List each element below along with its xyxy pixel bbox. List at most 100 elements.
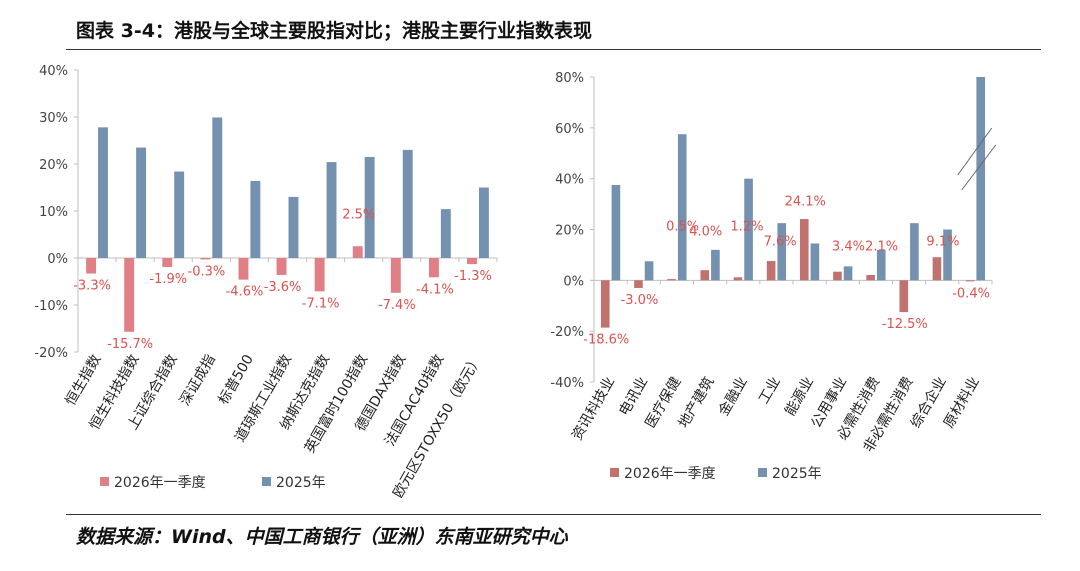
bar-2026q1 — [600, 280, 610, 328]
y-tick-label: 40% — [39, 64, 68, 79]
category-label: 工业 — [756, 374, 784, 406]
bar-2026q1 — [428, 258, 439, 278]
data-label: 9.1% — [926, 234, 959, 249]
bar-2026q1 — [833, 271, 842, 281]
bar-2026q1 — [700, 270, 710, 281]
y-tick-label: 20% — [39, 158, 68, 173]
bar-2025 — [478, 187, 489, 258]
y-tick-label: 10% — [39, 205, 68, 220]
bar-2026q1 — [766, 261, 776, 281]
bar-2025 — [711, 249, 720, 281]
bar-2026q1 — [932, 257, 942, 281]
figure-title: 图表 3-4：港股与全球主要股指对比；港股主要行业指数表现 — [76, 20, 592, 42]
data-label: 0.5% — [666, 219, 699, 234]
legend-label: 2026年一季度 — [114, 475, 206, 491]
data-label: -4.1% — [416, 282, 454, 297]
bar-2026q1 — [866, 274, 875, 281]
bar-2025 — [440, 209, 451, 258]
bar-2026q1 — [86, 258, 97, 274]
data-label: -3.6% — [264, 280, 302, 295]
bar-2026q1 — [965, 280, 975, 282]
data-label: -1.3% — [454, 269, 492, 284]
bar-2026q1 — [799, 219, 809, 281]
legend-label: 2026年一季度 — [624, 466, 716, 482]
data-label: 2.5% — [342, 207, 375, 222]
data-label: -7.1% — [302, 296, 340, 311]
data-label: -0.4% — [952, 286, 990, 301]
y-tick-label: -20% — [550, 325, 584, 340]
data-label: -3.0% — [621, 293, 659, 308]
bar-2026q1 — [238, 258, 249, 280]
axis-break-mark — [961, 144, 997, 191]
legend-label: 2025年 — [772, 466, 822, 482]
data-label: -3.3% — [73, 279, 111, 294]
data-label: -15.7% — [107, 337, 153, 352]
axis-break-mark — [957, 127, 993, 176]
category-label: 恒生指数 — [63, 352, 105, 408]
y-tick-label: 30% — [39, 111, 68, 126]
category-label: 电讯业 — [616, 374, 651, 418]
legend-swatch — [100, 477, 109, 486]
data-label: 24.1% — [785, 194, 826, 209]
data-label: -12.5% — [882, 317, 928, 332]
data-label: -7.4% — [378, 298, 416, 313]
data-label: 4.0% — [689, 224, 722, 239]
y-tick-label: -20% — [34, 346, 68, 361]
bar-2026q1 — [162, 258, 173, 267]
bar-2026q1 — [352, 246, 363, 258]
legend-swatch — [262, 477, 271, 486]
legend-swatch — [758, 468, 767, 477]
category-label: 能源业 — [782, 374, 817, 418]
y-tick-label: 0% — [563, 274, 584, 289]
category-label: 深证成指 — [177, 352, 219, 408]
bar-2025 — [364, 156, 375, 258]
bar-2026q1 — [390, 258, 401, 293]
bar-2025 — [976, 77, 986, 281]
bar-2025 — [876, 249, 886, 281]
y-tick-label: -10% — [34, 299, 68, 314]
bar-2025 — [943, 229, 952, 281]
y-tick-label: 60% — [555, 122, 584, 137]
bar-2025 — [326, 162, 337, 258]
data-label: 3.4% — [832, 239, 865, 254]
y-tick-label: 40% — [555, 173, 584, 188]
data-label: -4.6% — [226, 285, 264, 300]
bar-2025 — [288, 196, 299, 258]
y-tick-label: 0% — [47, 252, 68, 267]
y-tick-label: 20% — [555, 224, 584, 239]
bar-2026q1 — [733, 277, 743, 281]
data-label: 2.1% — [865, 239, 898, 254]
data-label: -18.6% — [583, 333, 629, 348]
top-divider — [66, 49, 1041, 50]
legend-label: 2025年 — [276, 475, 326, 491]
bar-2025 — [744, 178, 753, 281]
bar-2025 — [910, 223, 919, 281]
data-label: -0.3% — [188, 264, 226, 279]
y-tick-label: 80% — [555, 71, 584, 86]
bar-2026q1 — [200, 258, 211, 260]
chart-2: -40%-20%0%20%40%60%80%-18.6%资讯科技业-3.0%电讯… — [550, 71, 997, 482]
data-label: -1.9% — [149, 272, 187, 287]
data-label: 1.2% — [730, 219, 763, 234]
bar-2025 — [644, 261, 654, 281]
bar-2025 — [136, 147, 147, 258]
y-tick-label: -40% — [550, 376, 584, 391]
data-label: 7.6% — [764, 234, 797, 249]
legend-swatch — [610, 468, 619, 477]
bar-2026q1 — [667, 279, 676, 281]
bar-2025 — [250, 180, 261, 258]
bar-2026q1 — [276, 258, 287, 275]
bar-2026q1 — [634, 280, 643, 288]
category-label: 金融业 — [716, 374, 751, 418]
bar-2025 — [611, 185, 621, 281]
chart-1: -20%-10%0%10%20%30%40%-3.3%恒生指数-15.7%恒生科… — [34, 64, 498, 501]
bar-2026q1 — [899, 280, 909, 313]
bar-2025 — [810, 243, 820, 281]
bar-2026q1 — [467, 258, 477, 265]
bar-2025 — [677, 134, 687, 281]
bar-2026q1 — [314, 258, 325, 292]
bar-2025 — [212, 117, 223, 258]
bar-2025 — [777, 223, 787, 281]
bottom-divider — [66, 514, 1041, 515]
